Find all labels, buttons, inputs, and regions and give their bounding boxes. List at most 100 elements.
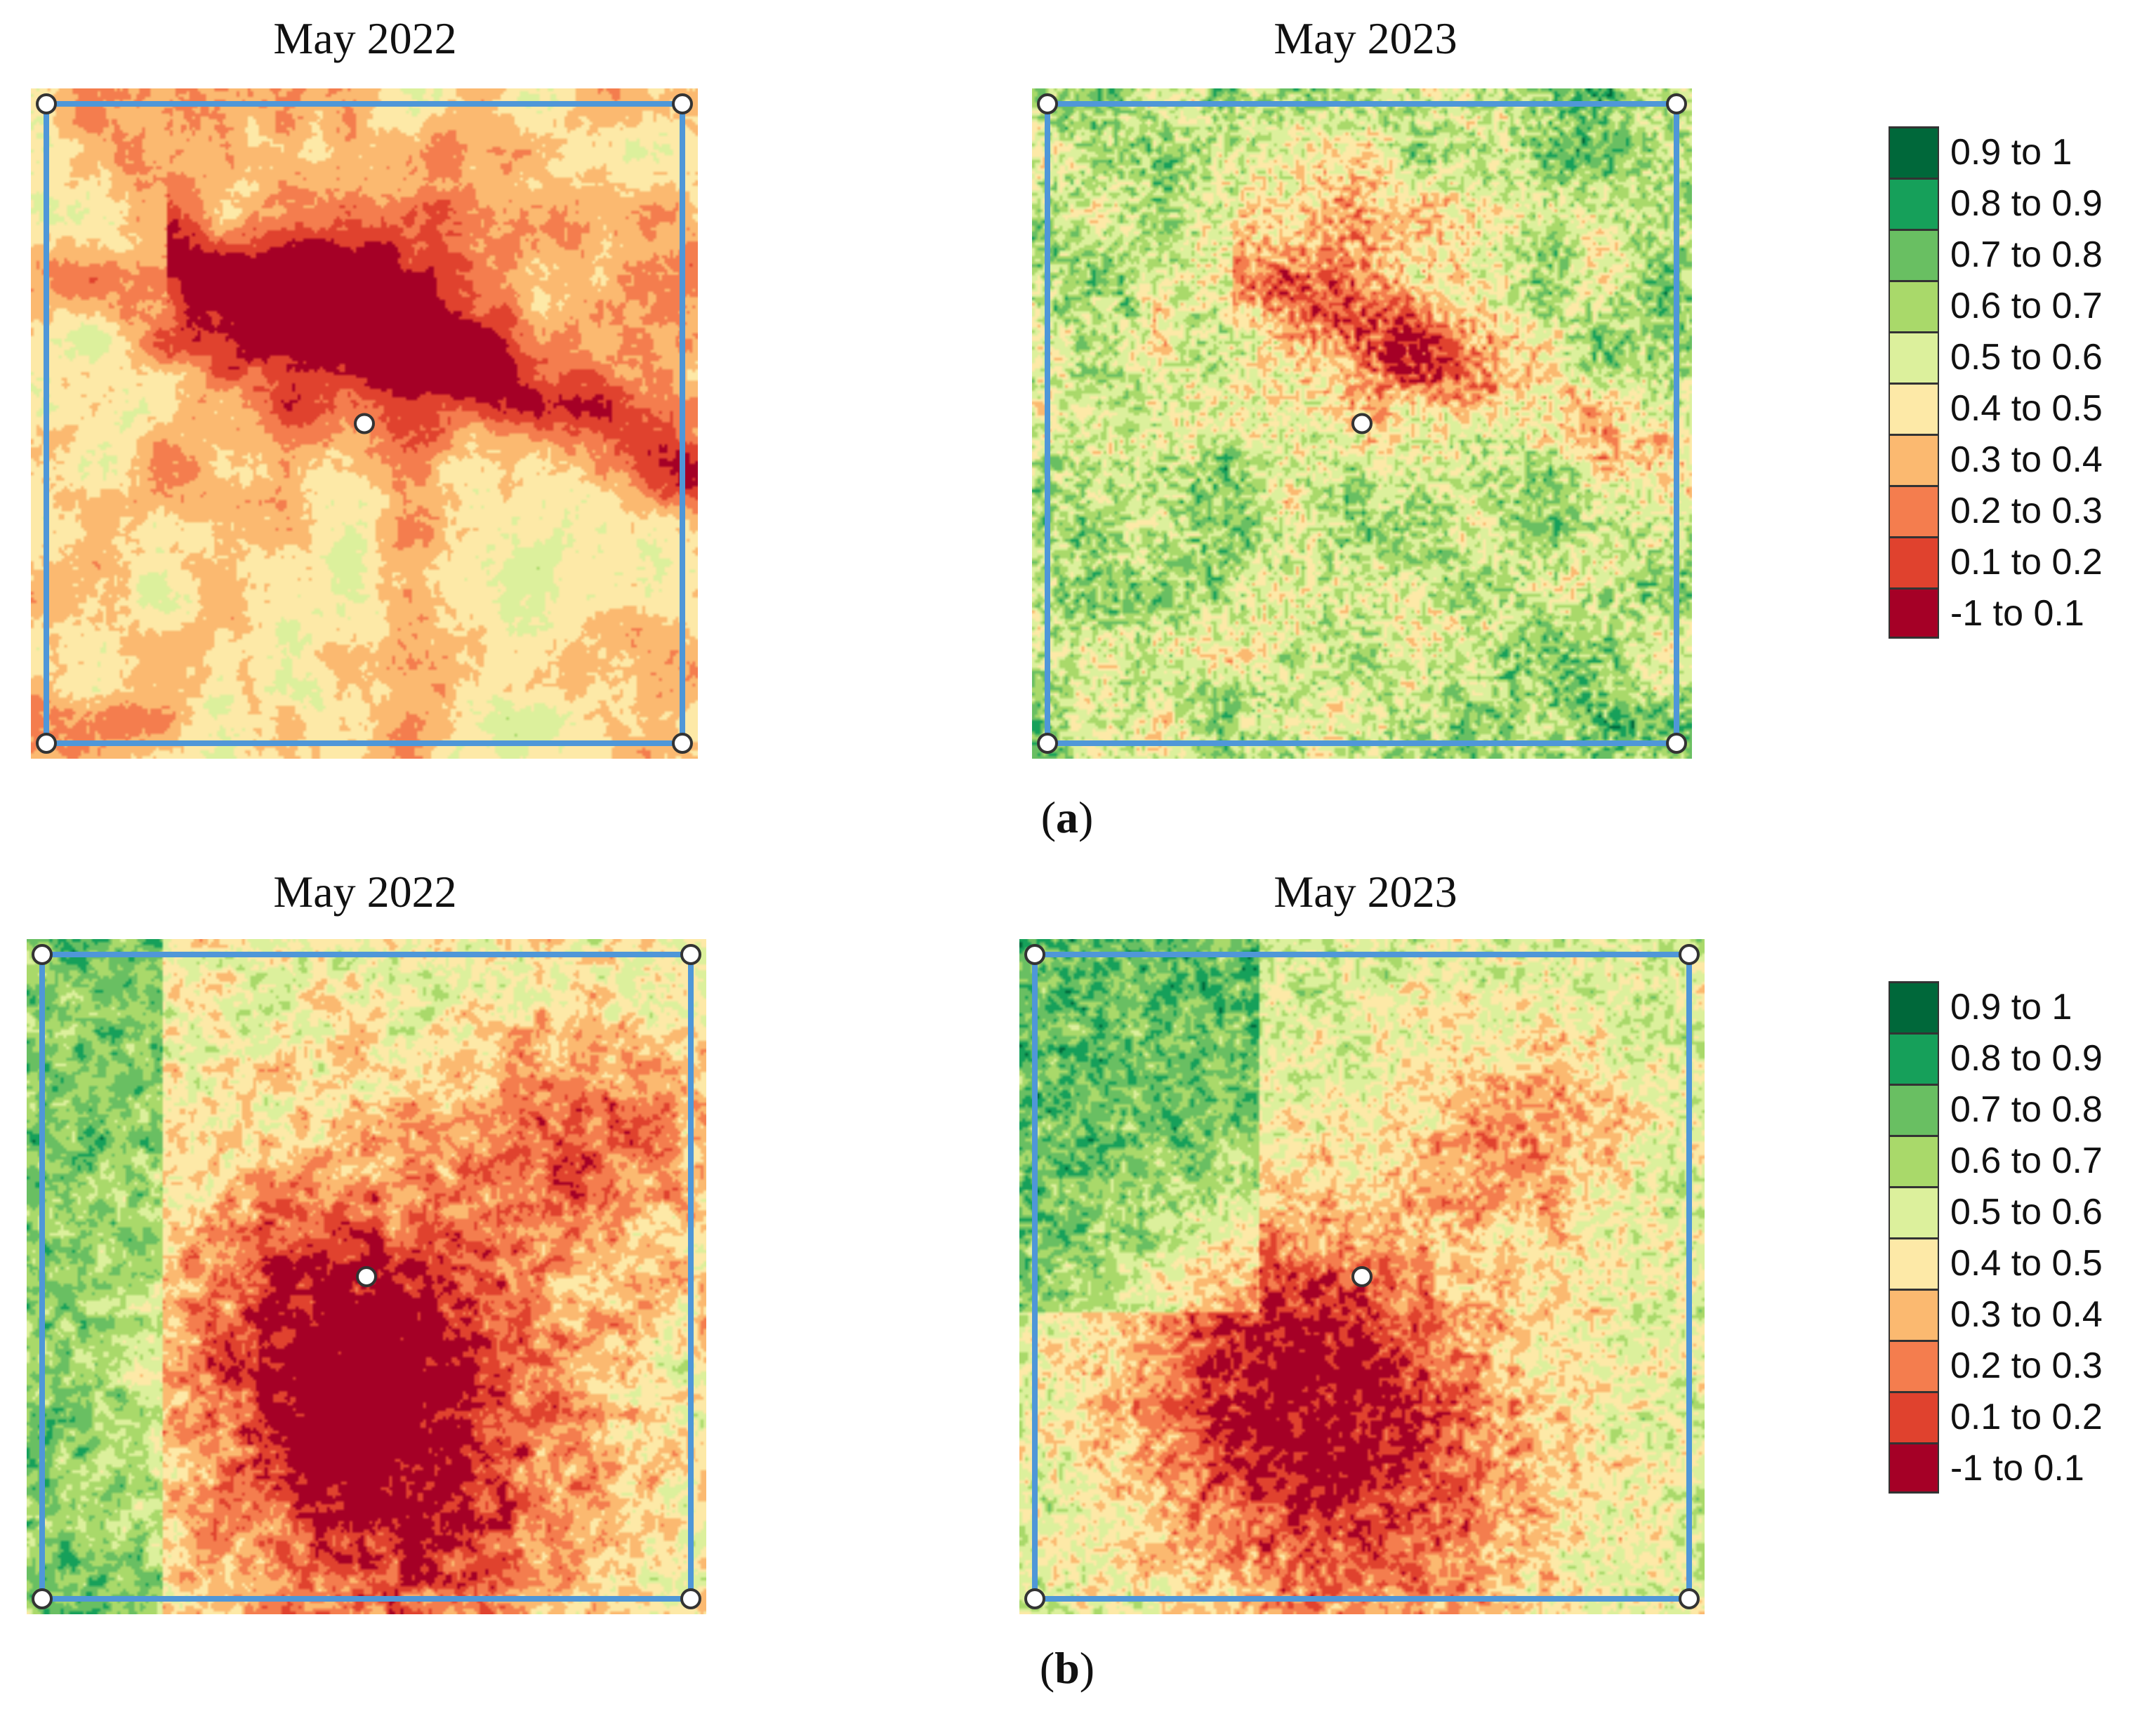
center-marker xyxy=(1351,413,1373,434)
legend-item: -1 to 0.1 xyxy=(1889,587,2103,639)
corner-marker xyxy=(1037,733,1058,754)
legend-swatch xyxy=(1889,1084,1939,1135)
legend-item: 0.4 to 0.5 xyxy=(1889,383,2103,434)
legend-item: 0.5 to 0.6 xyxy=(1889,1186,2103,1237)
legend-item: 0.9 to 1 xyxy=(1889,126,2103,178)
legend-label: 0.9 to 1 xyxy=(1950,986,2072,1028)
legend-swatch xyxy=(1889,981,1939,1032)
legend-label: 0.6 to 0.7 xyxy=(1950,1140,2103,1181)
center-marker xyxy=(354,413,375,434)
corner-marker xyxy=(1666,93,1687,114)
legend-swatch xyxy=(1889,1032,1939,1084)
legend-label: -1 to 0.1 xyxy=(1950,592,2084,634)
legend-label: -1 to 0.1 xyxy=(1950,1447,2084,1489)
map-title-b-2022: May 2022 xyxy=(273,867,457,917)
corner-marker xyxy=(1679,1588,1700,1609)
legend-label: 0.7 to 0.8 xyxy=(1950,1089,2103,1130)
legend-swatch xyxy=(1889,229,1939,280)
legend-item: 0.7 to 0.8 xyxy=(1889,1084,2103,1135)
caption-a: (a) xyxy=(1040,792,1094,842)
caption-b: (b) xyxy=(1039,1643,1095,1693)
corner-marker xyxy=(36,733,57,754)
legend-label: 0.8 to 0.9 xyxy=(1950,182,2103,224)
legend-label: 0.5 to 0.6 xyxy=(1950,336,2103,378)
study-area-frame xyxy=(1032,952,1692,1602)
legend-b: 0.9 to 1 0.8 to 0.9 0.7 to 0.8 0.6 to 0.7 0.… xyxy=(1889,981,2103,1494)
map-b-2022 xyxy=(27,939,706,1614)
corner-marker xyxy=(672,93,693,114)
legend-item: 0.8 to 0.9 xyxy=(1889,1032,2103,1084)
center-marker xyxy=(1351,1266,1373,1287)
legend-swatch xyxy=(1889,1391,1939,1442)
legend-item: -1 to 0.1 xyxy=(1889,1442,2103,1494)
legend-label: 0.3 to 0.4 xyxy=(1950,439,2103,480)
legend-swatch xyxy=(1889,1186,1939,1237)
legend-swatch xyxy=(1889,383,1939,434)
legend-item: 0.7 to 0.8 xyxy=(1889,229,2103,280)
study-area-frame xyxy=(1045,101,1679,746)
legend-item: 0.6 to 0.7 xyxy=(1889,1135,2103,1186)
corner-marker xyxy=(1024,1588,1045,1609)
legend-label: 0.1 to 0.2 xyxy=(1950,541,2103,583)
legend-swatch xyxy=(1889,536,1939,587)
legend-swatch xyxy=(1889,1442,1939,1494)
legend-label: 0.4 to 0.5 xyxy=(1950,1242,2103,1284)
corner-marker xyxy=(32,1588,53,1609)
legend-swatch xyxy=(1889,126,1939,178)
legend-item: 0.2 to 0.3 xyxy=(1889,485,2103,536)
legend-swatch xyxy=(1889,1340,1939,1391)
legend-item: 0.1 to 0.2 xyxy=(1889,1391,2103,1442)
legend-swatch xyxy=(1889,1289,1939,1340)
legend-label: 0.6 to 0.7 xyxy=(1950,285,2103,326)
study-area-frame xyxy=(44,101,685,746)
map-title-b-2023: May 2023 xyxy=(1274,867,1457,917)
legend-swatch xyxy=(1889,331,1939,383)
map-title-a-2022: May 2022 xyxy=(273,13,457,63)
legend-swatch xyxy=(1889,1135,1939,1186)
legend-label: 0.5 to 0.6 xyxy=(1950,1191,2103,1232)
study-area-overlay xyxy=(32,944,701,1609)
legend-item: 0.6 to 0.7 xyxy=(1889,280,2103,331)
legend-item: 0.9 to 1 xyxy=(1889,981,2103,1032)
legend-a: 0.9 to 1 0.8 to 0.9 0.7 to 0.8 0.6 to 0.7 0.… xyxy=(1889,126,2103,639)
corner-marker xyxy=(1024,944,1045,965)
corner-marker xyxy=(36,93,57,114)
legend-label: 0.2 to 0.3 xyxy=(1950,1345,2103,1386)
corner-marker xyxy=(32,944,53,965)
map-a-2023 xyxy=(1032,88,1692,759)
legend-item: 0.4 to 0.5 xyxy=(1889,1237,2103,1289)
legend-swatch xyxy=(1889,434,1939,485)
corner-marker xyxy=(680,944,701,965)
legend-label: 0.4 to 0.5 xyxy=(1950,387,2103,429)
map-a-2022 xyxy=(31,88,698,759)
legend-swatch xyxy=(1889,280,1939,331)
legend-label: 0.9 to 1 xyxy=(1950,131,2072,173)
map-b-2023 xyxy=(1019,939,1705,1614)
study-area-overlay xyxy=(36,93,693,754)
corner-marker xyxy=(1037,93,1058,114)
corner-marker xyxy=(1679,944,1700,965)
study-area-frame xyxy=(39,952,694,1602)
center-marker xyxy=(356,1266,377,1287)
map-title-a-2023: May 2023 xyxy=(1274,13,1457,63)
legend-swatch xyxy=(1889,178,1939,229)
legend-label: 0.1 to 0.2 xyxy=(1950,1396,2103,1437)
corner-marker xyxy=(1666,733,1687,754)
legend-item: 0.2 to 0.3 xyxy=(1889,1340,2103,1391)
study-area-overlay xyxy=(1037,93,1687,754)
legend-swatch xyxy=(1889,485,1939,536)
legend-item: 0.8 to 0.9 xyxy=(1889,178,2103,229)
legend-swatch xyxy=(1889,587,1939,639)
legend-label: 0.8 to 0.9 xyxy=(1950,1037,2103,1079)
legend-label: 0.3 to 0.4 xyxy=(1950,1294,2103,1335)
legend-item: 0.3 to 0.4 xyxy=(1889,434,2103,485)
corner-marker xyxy=(672,733,693,754)
legend-item: 0.3 to 0.4 xyxy=(1889,1289,2103,1340)
study-area-overlay xyxy=(1024,944,1700,1609)
legend-item: 0.5 to 0.6 xyxy=(1889,331,2103,383)
legend-swatch xyxy=(1889,1237,1939,1289)
legend-label: 0.2 to 0.3 xyxy=(1950,490,2103,531)
legend-item: 0.1 to 0.2 xyxy=(1889,536,2103,587)
legend-label: 0.7 to 0.8 xyxy=(1950,234,2103,275)
corner-marker xyxy=(680,1588,701,1609)
